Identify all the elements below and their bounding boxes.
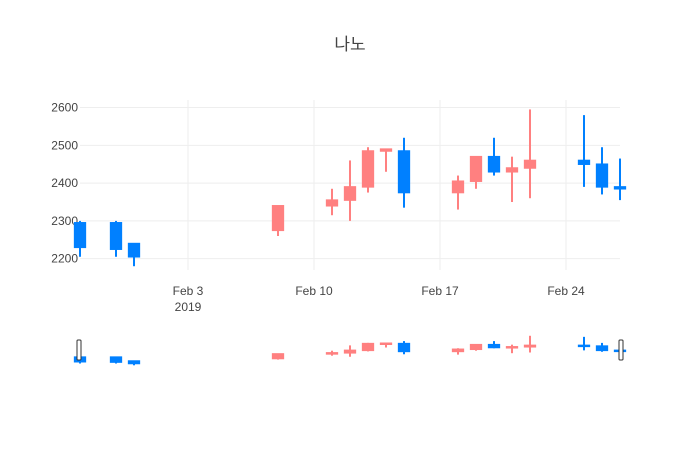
ohlc-candle[interactable] [505,156,519,202]
x-tick-sublabel: 2019 [175,300,202,314]
y-tick-label: 2300 [51,214,78,228]
slider-candle-body [109,356,123,363]
ohlc-candle[interactable] [451,175,465,210]
slider-candle [127,360,141,366]
y-tick-label: 2500 [51,138,78,152]
ohlc-candle-body [343,186,357,201]
slider-candle-body [361,342,375,352]
chart-title: 나노 [334,35,365,55]
slider-candle [397,341,411,355]
y-tick-label: 2600 [51,101,78,115]
ohlc-candle[interactable] [469,155,483,189]
x-axis: Feb 3 2019 Feb 10 Feb 17 Feb 24 [173,284,585,314]
ohlc-candle-body [451,180,465,194]
ohlc-candle[interactable] [325,188,339,216]
ohlc-candle-body [613,186,627,190]
y-tick-label: 2400 [51,176,78,190]
x-tick-label: Feb 17 [421,284,459,298]
slider-candle [361,342,375,352]
slider-candle-body [127,360,141,365]
y-axis: 2200 2300 2400 2500 2600 [51,101,78,266]
ohlc-candle-body [487,155,501,173]
ohlc-candle-body [361,150,375,188]
slider-candle-body [595,345,609,352]
slider-candle-body [487,343,501,349]
range-slider-right-handle[interactable] [618,339,624,361]
slider-candle-body [397,342,411,353]
ohlc-candle[interactable] [397,137,411,208]
slider-candle [109,356,123,364]
slider-candle-body [325,352,339,355]
ohlc-candle[interactable] [523,109,537,199]
slider-candle [577,336,591,351]
range-slider-left-handle[interactable] [76,339,82,361]
ohlc-candle-body [325,199,339,207]
slider-candle-body [469,343,483,351]
slider-candle [451,348,465,355]
ohlc-candle-body [577,159,591,165]
x-tick-label: Feb 3 [173,284,204,298]
slider-candle [469,343,483,351]
ohlc-candle-body [73,222,87,249]
slider-candle [595,342,609,352]
slider-candle [343,345,357,357]
ohlc-candle-body [469,155,483,182]
x-tick-label: Feb 10 [295,284,333,298]
slider-candle [271,353,285,360]
candles[interactable] [73,109,627,267]
slider-candle-body [343,349,357,354]
ohlc-candle[interactable] [343,160,357,221]
ohlc-candle[interactable] [613,158,627,201]
slider-candle-body [271,353,285,360]
slider-candle [505,344,519,354]
slider-candle [523,335,537,353]
slider-candle [487,341,501,349]
slider-candle-body [505,346,519,349]
x-tick-label: Feb 24 [547,284,585,298]
ohlc-candle[interactable] [73,220,87,257]
ohlc-candle[interactable] [127,242,141,267]
ohlc-candle[interactable] [271,205,285,236]
slider-candle-body [523,344,537,348]
ohlc-candle-body [127,242,141,258]
ohlc-candle-body [523,159,537,169]
ohlc-candle[interactable] [487,137,501,176]
range-slider[interactable] [73,335,627,366]
slider-candle-body [379,342,393,345]
slider-candle [325,350,339,356]
ohlc-candle[interactable] [361,147,375,193]
ohlc-candle[interactable] [577,115,591,187]
ohlc-candle-body [595,163,609,188]
slider-candle-body [451,348,465,353]
ohlc-candle-body [109,222,123,250]
ohlc-candle[interactable] [109,220,123,257]
ohlc-candle[interactable] [595,147,609,195]
ohlc-candle-body [271,205,285,232]
ohlc-candle[interactable] [379,148,393,172]
ohlc-candle-body [379,148,393,152]
ohlc-candle-body [397,150,411,194]
ohlc-candle-body [505,167,519,173]
slider-candle [379,342,393,348]
slider-candle-body [577,344,591,348]
y-tick-label: 2200 [51,252,78,266]
